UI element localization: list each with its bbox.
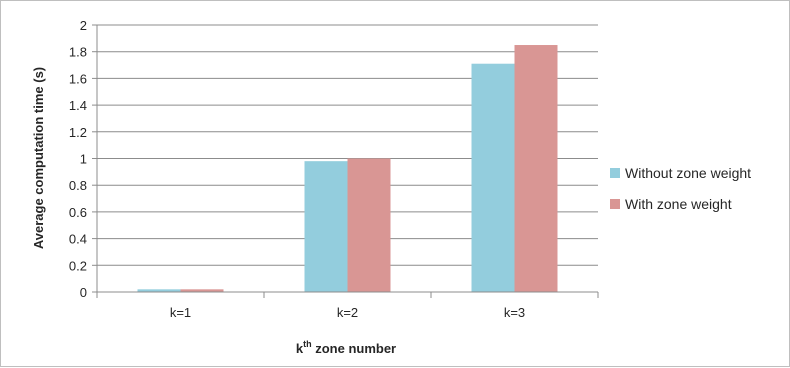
y-tick-label: 1.2 — [69, 125, 87, 140]
y-tick-label: 0.2 — [69, 258, 87, 273]
y-axis-title: Average computation time (s) — [31, 67, 46, 249]
legend-label-with-zone-weight: With zone weight — [625, 196, 732, 212]
bar-without-zone-weight-k=3 — [471, 63, 515, 293]
legend-swatch-without-zone-weight — [610, 168, 620, 178]
bar-with-zone-weight-k=1 — [180, 289, 224, 292]
bar-with-zone-weight-k=3 — [514, 45, 558, 293]
legend-swatch-with-zone-weight — [610, 199, 620, 209]
bars — [137, 45, 558, 293]
y-tick-label: 1.4 — [69, 98, 87, 113]
y-tick-label: 1 — [80, 152, 87, 167]
legend-label-without-zone-weight: Without zone weight — [625, 165, 751, 181]
x-axis-title-rest: zone number — [312, 341, 397, 356]
x-axis-title-sup: th — [303, 339, 312, 349]
bar-without-zone-weight-k=1 — [137, 289, 181, 292]
x-tick-label: k=3 — [504, 305, 525, 320]
x-tick-label: k=1 — [170, 305, 191, 320]
x-tick-labels: k=1 k=2 k=3 — [96, 292, 599, 320]
x-axis-title-base: k — [296, 341, 304, 356]
y-tick-label: 0.8 — [69, 178, 87, 193]
bar-without-zone-weight-k=2 — [304, 161, 348, 292]
y-tick-label: 1.8 — [69, 45, 87, 60]
bar-with-zone-weight-k=2 — [347, 158, 391, 292]
x-axis-title: kth zone number — [296, 339, 396, 356]
x-tick-label: k=2 — [337, 305, 358, 320]
y-tick-labels: 0 0.2 0.4 0.6 0.8 1 1.2 1.4 1.6 1.8 2 — [69, 18, 97, 300]
y-tick-label: 0.4 — [69, 232, 87, 247]
y-tick-label: 2 — [80, 18, 87, 33]
y-tick-label: 0.6 — [69, 205, 87, 220]
legend: Without zone weight With zone weight — [610, 165, 751, 212]
y-tick-label: 1.6 — [69, 71, 87, 86]
y-tick-label: 0 — [80, 285, 87, 300]
